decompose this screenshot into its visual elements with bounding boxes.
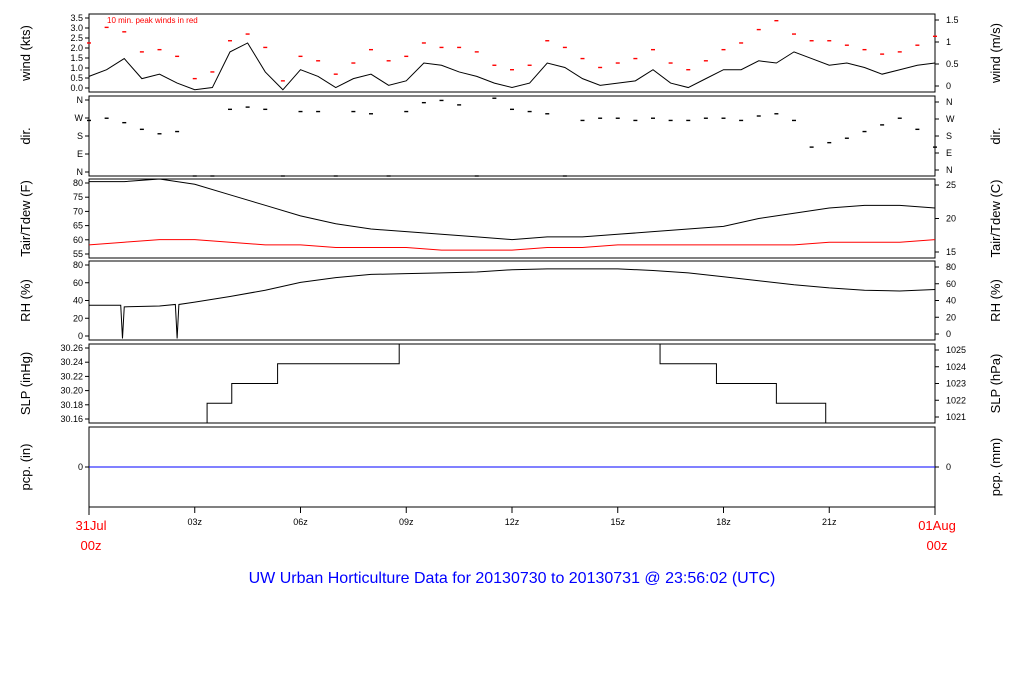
y-tick-label-left: N [77,95,84,105]
y-tick-label-left: 2.5 [70,33,83,43]
x-tick-label: 12z [505,517,520,527]
y-tick-label-right: 20 [946,214,956,224]
panel-frame [88,260,936,341]
y-tick-label-left: 75 [73,192,83,202]
y-axis-title-left: dir. [18,127,33,144]
y-tick-label-left: 55 [73,249,83,259]
y-tick-label-left: 60 [73,235,83,245]
y-tick-label-right: 25 [946,180,956,190]
y-tick-label-right: 1023 [946,379,966,389]
y-tick-label-left: 30.26 [60,343,83,353]
panel-frame [88,13,936,93]
series-line [88,42,936,91]
series-line [88,239,936,251]
y-axis-title-left: SLP (inHg) [18,352,33,415]
y-tick-label-left: 30.16 [60,414,83,424]
panel-annotation: 10 min. peak winds in red [107,16,198,25]
y-tick-label-left: W [75,113,84,123]
panel-frame [88,95,936,177]
y-tick-label-left: 60 [73,278,83,288]
y-tick-label-left: N [77,167,84,177]
y-axis-title-left: pcp. (in) [18,444,33,491]
y-tick-label-left: 70 [73,206,83,216]
y-tick-label-left: 2.0 [70,43,83,53]
y-tick-label-left: 30.22 [60,371,83,381]
y-tick-label-right: 60 [946,279,956,289]
x-tick-label: 18z [716,517,731,527]
series-line [89,178,936,241]
y-tick-label-right: 1.5 [946,15,959,25]
y-tick-label-right: 0 [946,462,951,472]
start-date-label: 31Jul [75,518,106,533]
panel-slp: 30.26 30.24 30.22 30.20 30.18 30.16 1025 1024 10… [18,343,1003,424]
x-tick-label: 06z [293,517,308,527]
end-time-label: 00z [927,538,948,553]
y-tick-label-left: 3.5 [70,13,83,23]
y-tick-label-right: 40 [946,296,956,306]
y-tick-label-left: S [77,131,83,141]
series-line [89,268,936,339]
y-tick-label-right: S [946,131,952,141]
x-tick-label: 21z [822,517,837,527]
y-tick-label-left: E [77,149,83,159]
y-axis-title-right: wind (m/s) [988,23,1003,84]
y-axis-title-right: RH (%) [988,279,1003,322]
y-tick-label-right: 1022 [946,395,966,405]
panel-frame [88,343,936,424]
y-tick-label-right: 0.5 [946,59,959,69]
y-tick-label-left: 0 [78,462,83,472]
y-tick-label-right: W [946,114,955,124]
y-tick-label-left: 65 [73,221,83,231]
y-tick-label-left: 80 [73,178,83,188]
y-tick-label-right: N [946,165,953,175]
y-tick-label-left: 0 [78,331,83,341]
panel-pcp: 0 0 pcp. (in) pcp. (mm) [18,426,1003,508]
y-tick-label-right: 0 [946,329,951,339]
y-tick-label-left: 1.0 [70,63,83,73]
y-tick-label-left: 1.5 [70,53,83,63]
x-tick-label: 03z [187,517,202,527]
x-tick-label: 09z [399,517,414,527]
y-tick-label-right: 0 [946,81,951,91]
chart-title: UW Urban Horticulture Data for 20130730 … [249,570,776,587]
y-tick-label-right: N [946,97,953,107]
time-axis: 03z 06z 09z 12z 15z 18z 21z 31Jul 00z 01Aug 00z [75,507,956,553]
y-tick-label-left: 0.0 [70,83,83,93]
y-tick-label-left: 0.5 [70,73,83,83]
y-axis-title-left: Tair/Tdew (F) [18,180,33,257]
panel-temp: 80 75 70 65 60 55 25 20 15 Tair/Tdew (F) Tair/Tdew… [18,178,1003,259]
y-tick-label-right: 20 [946,312,956,322]
y-axis-title-left: RH (%) [18,279,33,322]
y-tick-label-right: 1021 [946,412,966,422]
y-tick-label-right: 1 [946,37,951,47]
y-tick-label-right: 1025 [946,345,966,355]
y-tick-label-left: 80 [73,260,83,270]
panel-rh: 80 60 40 20 0 80 60 40 20 0 RH (%) RH (%) [18,260,1003,341]
end-date-label: 01Aug [918,518,956,533]
y-axis-title-right: SLP (hPa) [988,354,1003,414]
start-time-label: 00z [81,538,102,553]
y-tick-label-right: E [946,148,952,158]
x-tick-label: 15z [610,517,625,527]
y-tick-label-left: 30.18 [60,400,83,410]
y-axis-title-left: wind (kts) [18,25,33,82]
y-tick-label-left: 3.0 [70,23,83,33]
series-line [89,343,935,424]
y-tick-label-right: 15 [946,247,956,257]
y-axis-title-right: pcp. (mm) [988,438,1003,497]
y-tick-label-left: 30.24 [60,357,83,367]
y-axis-title-right: Tair/Tdew (C) [988,179,1003,257]
y-tick-label-left: 20 [73,313,83,323]
y-tick-label-left: 40 [73,296,83,306]
y-tick-label-left: 30.20 [60,386,83,396]
y-tick-label-right: 80 [946,262,956,272]
y-axis-title-right: dir. [988,127,1003,144]
y-tick-label-right: 1024 [946,362,966,372]
